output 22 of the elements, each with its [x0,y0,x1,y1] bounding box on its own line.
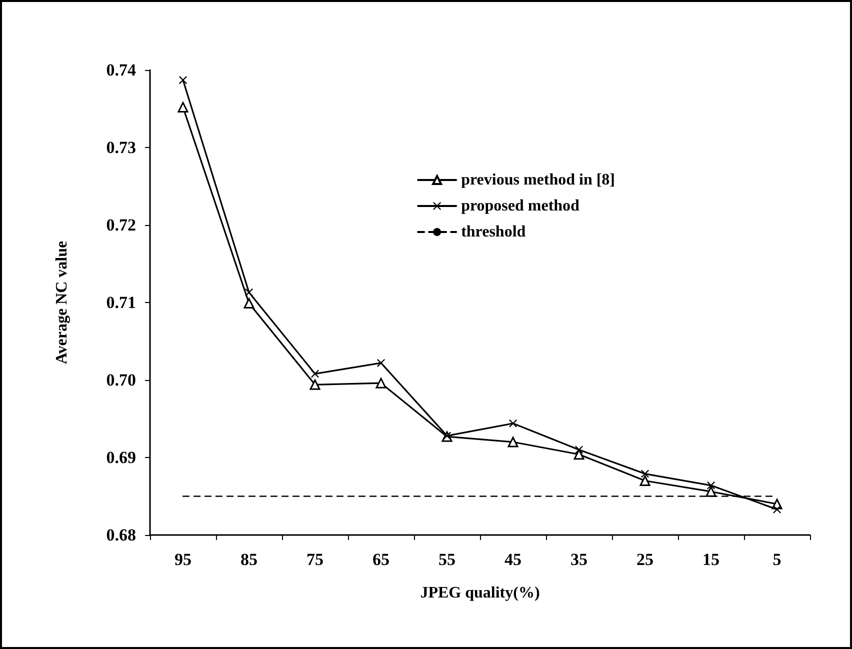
x-tick-label: 55 [438,550,456,569]
x-tick-label: 65 [372,550,390,569]
legend-label: threshold [461,224,526,240]
y-tick-label: 0.70 [106,370,136,390]
x-tick-label: 15 [702,550,720,569]
y-tick-label: 0.74 [106,60,136,80]
x-tick-label: 45 [504,550,522,569]
y-tick-label: 0.73 [106,138,136,157]
x-tick-label: 75 [306,550,324,569]
legend-label: proposed method [461,198,580,214]
x-axis-title: JPEG quality(%) [420,584,540,602]
y-tick-label: 0.69 [106,448,136,467]
x-tick-label: 85 [240,550,258,569]
y-tick-label: 0.68 [106,526,136,544]
x-tick-label: 25 [636,550,654,569]
y-axis-title: Average NC value [54,240,70,364]
x-tick-label: 95 [174,550,192,569]
y-tick-label: 0.71 [106,293,136,312]
x-tick-label: 35 [570,550,588,569]
y-tick-label: 0.72 [106,216,136,234]
x-tick-label: 5 [772,550,782,569]
legend-label: previous method in [8] [461,172,615,188]
